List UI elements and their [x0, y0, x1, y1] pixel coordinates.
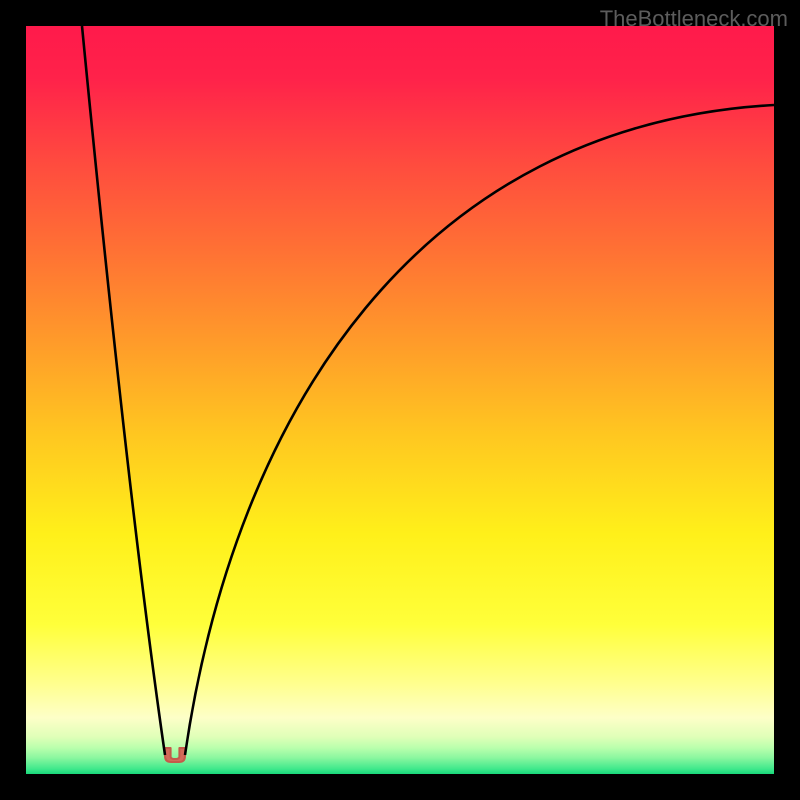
- plot-background: [26, 26, 774, 774]
- bottleneck-chart: [0, 0, 800, 800]
- chart-container: TheBottleneck.com: [0, 0, 800, 800]
- watermark-text: TheBottleneck.com: [600, 6, 788, 32]
